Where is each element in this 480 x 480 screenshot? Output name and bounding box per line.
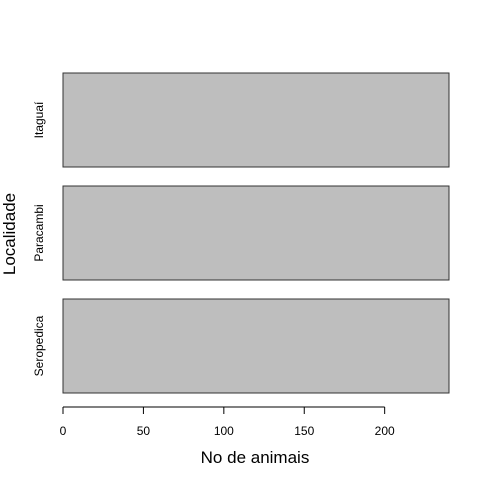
x-tick-label: 0 — [60, 424, 67, 438]
y-axis-title: Localidade — [0, 193, 19, 275]
bar — [62, 185, 450, 281]
x-tick-label: 200 — [375, 424, 395, 438]
category-label: Itaguaí — [32, 101, 46, 138]
category-label: Paracambi — [32, 204, 46, 261]
category-labels: Seropedica Paracambi Itaguaí — [32, 101, 46, 376]
bar — [62, 72, 450, 168]
x-axis-title: No de animais — [201, 448, 310, 467]
x-tick-label: 150 — [294, 424, 314, 438]
bar — [62, 298, 450, 394]
x-ticks: 0 50 100 150 200 — [60, 407, 395, 438]
x-tick-label: 50 — [137, 424, 151, 438]
category-label: Seropedica — [32, 315, 46, 376]
x-tick-label: 100 — [214, 424, 234, 438]
x-axis: 0 50 100 150 200 — [60, 406, 395, 438]
bars-group — [62, 72, 450, 394]
